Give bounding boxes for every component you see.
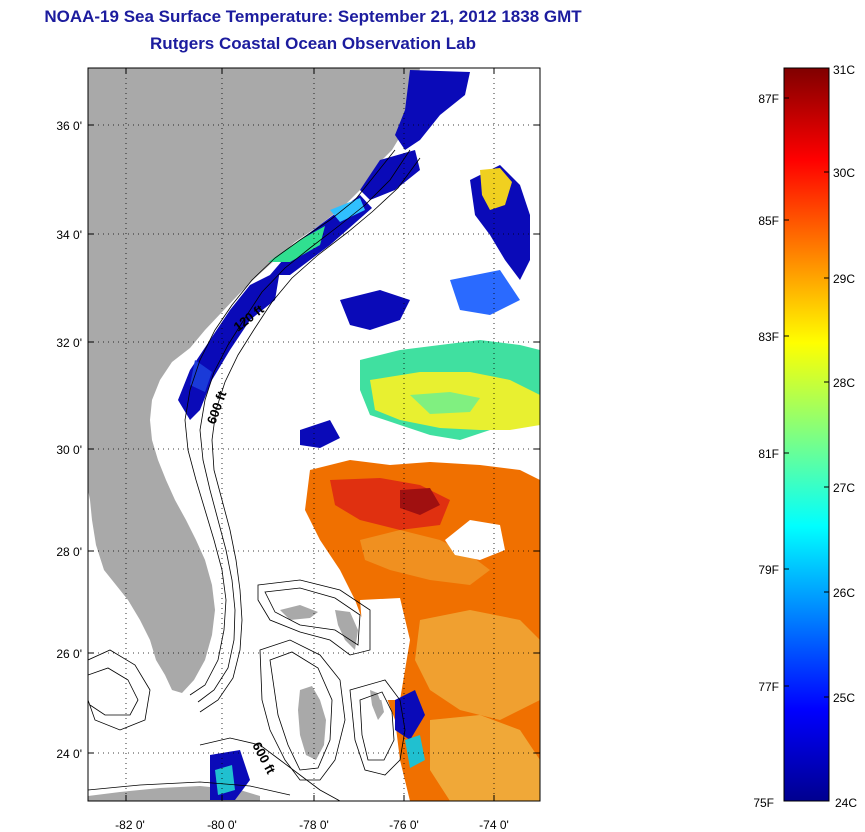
lat-label-30: 30 0': [56, 443, 82, 457]
lat-label-32: 32 0': [56, 336, 82, 350]
colorbar-c-29: 29C: [833, 272, 855, 286]
lat-label-36: 36 0': [56, 119, 82, 133]
longitude-labels: -82 0' -80 0' -78 0' -76 0' -74 0': [115, 818, 509, 832]
colorbar-gradient: [783, 67, 830, 802]
lat-label-34: 34 0': [56, 228, 82, 242]
colorbar-c-28: 28C: [833, 376, 855, 390]
colorbar-c-25: 25C: [833, 691, 855, 705]
colorbar-c-27: 27C: [833, 481, 855, 495]
lon-label-82: -82 0': [115, 818, 145, 832]
lon-label-76: -76 0': [389, 818, 419, 832]
colorbar-f-77: 77F: [758, 680, 779, 694]
map-gridlines: [88, 68, 540, 801]
colorbar-c-30: 30C: [833, 166, 855, 180]
land-grand-bahama: [280, 605, 318, 620]
colorbar-f-79: 79F: [758, 563, 779, 577]
bathymetry-contours: [88, 149, 421, 801]
lon-label-74: -74 0': [479, 818, 509, 832]
colorbar-f-81: 81F: [758, 447, 779, 461]
lon-label-78: -78 0': [299, 818, 329, 832]
colorbar-f-87: 87F: [758, 92, 779, 106]
lon-label-80: -80 0': [207, 818, 237, 832]
map-subtitle: Rutgers Coastal Ocean Observation Lab: [150, 34, 476, 53]
lat-label-28: 28 0': [56, 545, 82, 559]
land-andros: [298, 686, 326, 760]
colorbar-c-26: 26C: [833, 586, 855, 600]
latitude-labels: 36 0' 34 0' 32 0' 30 0' 28 0' 26 0' 24 0…: [56, 119, 82, 761]
land-abaco: [335, 610, 358, 650]
map-tick-marks: [88, 68, 540, 801]
colorbar-f-85: 85F: [758, 214, 779, 228]
colorbar-f-83: 83F: [758, 330, 779, 344]
lat-label-24: 24 0': [56, 747, 82, 761]
colorbar-f-75: 75F: [753, 796, 774, 810]
sst-data-layer: [178, 70, 540, 801]
map-panel: 120 ft 600 ft 600 ft: [88, 68, 540, 801]
map-title: NOAA-19 Sea Surface Temperature: Septemb…: [44, 7, 582, 26]
land-us-east-coast: [88, 68, 420, 693]
lat-label-26: 26 0': [56, 647, 82, 661]
colorbar: 31C 30C 29C 28C 27C 26C 25C 24C 87F 85F …: [753, 63, 857, 810]
colorbar-c-24: 24C: [835, 796, 857, 810]
colorbar-c-31: 31C: [833, 63, 855, 77]
